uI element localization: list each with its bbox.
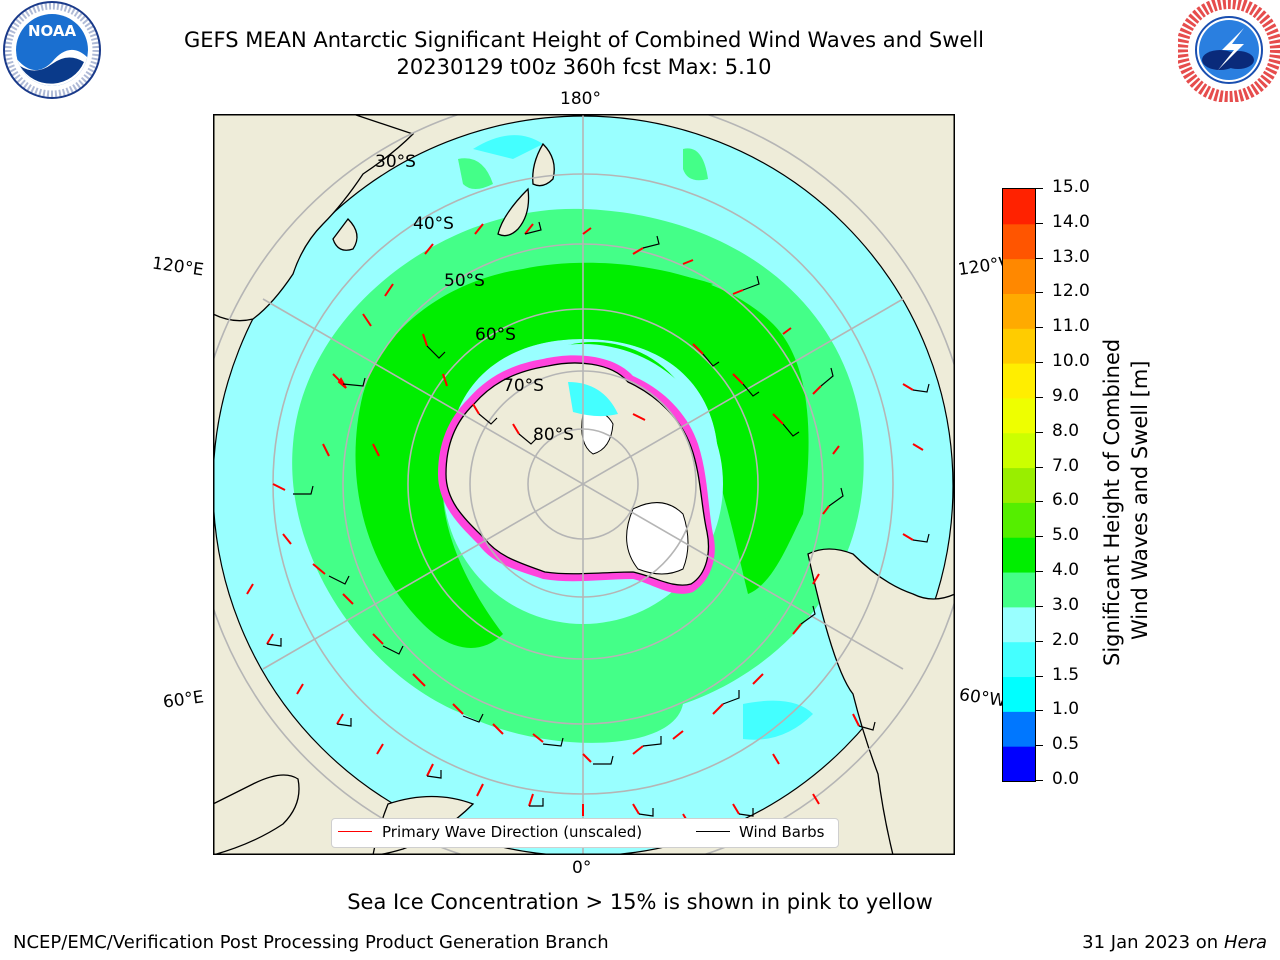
lon-label-60w: 60°W <box>957 685 1005 711</box>
lat-label-40s: 40°S <box>413 214 454 234</box>
colorbar-tick-mark <box>1035 640 1043 642</box>
lon-label-180: 180° <box>560 89 601 109</box>
map-legend: Primary Wave Direction (unscaled) Wind B… <box>331 818 839 848</box>
colorbar-tick-mark <box>1035 292 1043 294</box>
polar-map <box>213 114 955 855</box>
wind-barbs <box>266 221 930 817</box>
colorbar-tick-mark <box>1035 780 1043 781</box>
colorbar-swatch-9 <box>1003 432 1035 469</box>
colorbar-tick-label: 4.0 <box>1052 560 1080 581</box>
colorbar-swatch-15 <box>1003 223 1035 260</box>
footer-host: Hera <box>1223 932 1267 953</box>
colorbar-tick-label: 8.0 <box>1052 420 1080 441</box>
colorbar-tick-label: 3.0 <box>1052 594 1080 615</box>
map-title: GEFS MEAN Antarctic Significant Height o… <box>183 28 985 52</box>
colorbar-swatches <box>1003 189 1035 782</box>
colorbar-tick-label: 13.0 <box>1052 246 1090 267</box>
colorbar-tick-mark <box>1035 466 1043 468</box>
colorbar-tick-label: 2.0 <box>1052 629 1080 650</box>
colorbar-tick-mark <box>1035 745 1043 747</box>
south-america-land <box>807 494 955 855</box>
lon-label-120e: 120°E <box>150 253 205 281</box>
colorbar-swatch-1 <box>1003 711 1035 747</box>
legend-wave-direction-swatch <box>338 831 372 832</box>
footer-date-text: 31 Jan 2023 on <box>1082 932 1224 953</box>
colorbar-swatch-8 <box>1003 467 1035 503</box>
lat-label-50s: 50°S <box>444 271 485 291</box>
colorbar-tick-label: 10.0 <box>1052 351 1090 372</box>
colorbar-tick-label: 9.0 <box>1052 385 1080 406</box>
footer-branch: NCEP/EMC/Verification Post Processing Pr… <box>13 932 609 953</box>
map-subtitle: 20230129 t00z 360h fcst Max: 5.10 <box>396 55 772 79</box>
lat-label-80s: 80°S <box>533 425 574 445</box>
colorbar-tick-mark <box>1035 605 1043 607</box>
colorbar-swatch-5 <box>1003 572 1035 608</box>
colorbar-tick-mark <box>1035 327 1043 329</box>
legend-wind-barbs-swatch <box>696 831 730 832</box>
colorbar-swatch-16 <box>1003 189 1035 225</box>
colorbar-tick-label: 0.5 <box>1052 734 1080 755</box>
colorbar-tick-mark <box>1035 362 1043 364</box>
colorbar-tick-mark <box>1035 501 1043 503</box>
lat-label-60s: 60°S <box>475 325 516 345</box>
lon-label-120w: 120°W <box>956 253 1006 281</box>
colorbar-swatch-11 <box>1003 363 1035 399</box>
colorbar-tick-mark <box>1035 257 1043 259</box>
noaa-logo-text: NOAA <box>28 22 77 40</box>
colorbar-tick-label: 1.0 <box>1052 699 1080 720</box>
colorbar-tick-label: 15.0 <box>1052 177 1090 197</box>
lon-label-0: 0° <box>572 858 592 878</box>
graticule <box>213 114 955 855</box>
colorbar-tick-label: 1.5 <box>1052 664 1080 685</box>
colorbar-tick-mark <box>1035 571 1043 573</box>
sea-ice-caption: Sea Ice Concentration > 15% is shown in … <box>347 890 933 914</box>
colorbar-swatch-0 <box>1003 746 1035 782</box>
lat-label-30s: 30°S <box>375 152 416 172</box>
colorbar-tick-label: 11.0 <box>1052 316 1090 337</box>
colorbar-swatch-2 <box>1003 676 1035 712</box>
map-panel <box>213 114 955 855</box>
lat-label-70s: 70°S <box>503 376 544 396</box>
footer-date: 31 Jan 2023 on Hera <box>1082 932 1267 953</box>
colorbar-tick-label: 5.0 <box>1052 525 1080 546</box>
colorbar-tick-label: 12.0 <box>1052 281 1090 302</box>
colorbar-swatch-3 <box>1003 641 1035 678</box>
colorbar-tick-label: 14.0 <box>1052 211 1090 232</box>
colorbar-swatch-6 <box>1003 537 1035 573</box>
noaa-logo: NOAA <box>0 0 104 104</box>
colorbar-label-line2: Wind Waves and Swell [m] <box>1128 360 1152 640</box>
colorbar-swatch-13 <box>1003 293 1035 329</box>
australia-land <box>213 114 415 322</box>
colorbar-tick-label: 6.0 <box>1052 490 1080 511</box>
colorbar-tick-mark <box>1035 188 1043 189</box>
wave-direction-arrows <box>246 223 924 825</box>
colorbar-label-line1: Significant Height of Combined <box>1100 338 1124 666</box>
legend-wave-direction-label: Primary Wave Direction (unscaled) <box>382 823 643 841</box>
colorbar-tick-mark <box>1035 222 1043 224</box>
colorbar-tick-mark <box>1035 431 1043 433</box>
colorbar-tick-label: 7.0 <box>1052 455 1080 476</box>
colorbar-tick-mark <box>1035 675 1043 677</box>
colorbar-swatch-14 <box>1003 258 1035 294</box>
nws-logo <box>1176 0 1280 103</box>
lon-label-60e: 60°E <box>161 687 206 713</box>
colorbar-swatch-4 <box>1003 606 1035 643</box>
colorbar-tick-mark <box>1035 396 1043 398</box>
legend-wind-barbs-label: Wind Barbs <box>739 823 825 841</box>
colorbar-tick-mark <box>1035 536 1043 538</box>
colorbar-tick-mark <box>1035 710 1043 712</box>
colorbar-swatch-12 <box>1003 328 1035 364</box>
colorbar-swatch-10 <box>1003 397 1035 434</box>
colorbar-swatch-7 <box>1003 502 1035 538</box>
colorbar <box>1002 188 1036 782</box>
colorbar-tick-label: 0.0 <box>1052 769 1080 789</box>
